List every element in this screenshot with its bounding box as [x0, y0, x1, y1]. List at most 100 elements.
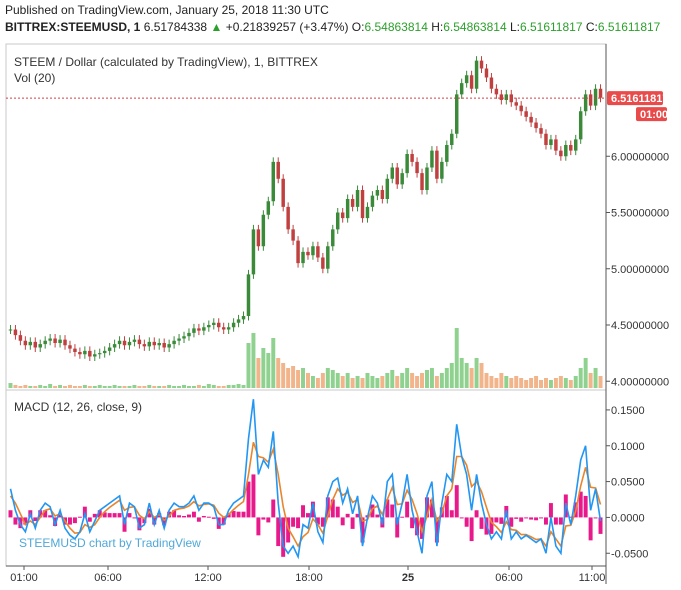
volume-bar	[578, 368, 583, 388]
candle-body	[157, 343, 161, 346]
candle-body	[122, 340, 127, 346]
candle-body	[117, 340, 122, 345]
watermark: STEEMUSD chart by TradingView	[19, 536, 201, 550]
volume-bar	[67, 385, 72, 388]
macd-tick-label: -0.0500	[611, 548, 648, 560]
candle-body	[425, 167, 429, 190]
macd-histogram-bar	[261, 517, 266, 520]
candle-body	[385, 178, 390, 199]
macd-line	[9, 399, 602, 560]
volume-bar	[588, 373, 593, 388]
volume-bar	[325, 368, 330, 388]
candle-body	[226, 327, 231, 330]
volume-bar	[305, 373, 310, 388]
volume-bar	[439, 373, 444, 388]
macd-histogram-bar	[33, 517, 38, 521]
volume-bar	[206, 384, 211, 388]
candle-body	[479, 60, 484, 69]
candle-body	[192, 328, 196, 333]
candle-body	[380, 190, 385, 199]
close-label: C:	[585, 20, 598, 34]
volume-bar	[449, 363, 454, 388]
volume-bar	[429, 368, 434, 388]
macd-histogram-bar	[588, 517, 593, 541]
macd-histogram-bar	[340, 517, 345, 526]
macd-histogram-bar	[424, 497, 429, 518]
candle-body	[311, 246, 315, 256]
volume-bar	[301, 368, 306, 388]
candle-body	[340, 212, 345, 219]
candle-body	[266, 201, 271, 215]
macd-histogram-bar	[325, 497, 330, 518]
macd-histogram-bar	[23, 517, 28, 525]
macd-histogram-bar	[256, 517, 261, 536]
macd-histogram-bar	[375, 514, 380, 518]
macd-histogram-bar	[320, 517, 325, 527]
macd-histogram-bar	[539, 517, 544, 519]
volume-bar	[251, 333, 256, 388]
candle-body	[316, 246, 320, 258]
candle-body	[241, 316, 246, 320]
volume-bar	[117, 386, 122, 388]
candle-body	[93, 354, 97, 357]
volume-bar	[583, 358, 588, 388]
macd-histogram-bar	[474, 510, 479, 518]
candle-body	[445, 145, 449, 162]
volume-bar	[216, 386, 221, 388]
low-label: L:	[509, 20, 520, 34]
volume-bar	[87, 386, 92, 388]
candle-body	[202, 327, 206, 331]
volume-bar	[454, 328, 459, 388]
candle-body	[454, 94, 459, 134]
volume-bar	[18, 386, 23, 388]
candle-body	[231, 322, 236, 328]
macd-histogram-bar	[296, 517, 301, 529]
volume-bar	[330, 370, 335, 388]
macd-histogram-bar	[548, 503, 553, 518]
candle-body	[261, 214, 266, 247]
macd-histogram-bar	[127, 513, 132, 518]
time-tick-label: 18:00	[295, 572, 323, 584]
macd-histogram-bar	[509, 517, 514, 527]
macd-histogram-bar	[499, 517, 504, 524]
volume-bar	[23, 385, 28, 388]
candle-body	[450, 133, 454, 145]
macd-histogram-bar	[529, 517, 534, 520]
macd-tick-label: 0.0500	[611, 477, 645, 489]
volume-bar	[548, 380, 553, 388]
volume-bar	[489, 376, 494, 388]
candle-body	[539, 128, 543, 134]
volume-bar	[211, 385, 216, 388]
volume-bar	[226, 385, 231, 388]
macd-histogram-bar	[519, 517, 524, 522]
macd-histogram-bar	[390, 504, 395, 518]
candle-body	[221, 327, 226, 330]
macd-histogram-bar	[117, 513, 122, 518]
time-tick-label: 12:00	[194, 572, 222, 584]
volume-bar	[172, 386, 177, 388]
volume-bar	[539, 380, 544, 388]
candle-body	[524, 111, 528, 117]
candle-body	[13, 329, 18, 336]
volume-bar	[102, 386, 107, 388]
volume-bar	[256, 358, 261, 388]
macd-histogram-bar	[524, 517, 529, 519]
time-tick-label: 01:00	[10, 572, 38, 584]
candle-body	[405, 154, 409, 174]
candle-body	[53, 338, 57, 343]
candle-body	[360, 190, 365, 219]
candle-body	[390, 167, 395, 179]
candle-body	[335, 212, 340, 230]
volume-bar	[157, 386, 162, 388]
volume-bar	[291, 366, 296, 388]
macd-histogram-bar	[241, 511, 246, 518]
candle-body	[43, 340, 47, 345]
macd-histogram-bar	[405, 501, 410, 518]
candle-body	[306, 251, 310, 256]
low-value: 6.51611817	[519, 20, 583, 34]
volume-bar	[137, 386, 142, 388]
candle-body	[63, 339, 67, 346]
candle-body	[554, 139, 558, 151]
candle-body	[321, 257, 325, 269]
